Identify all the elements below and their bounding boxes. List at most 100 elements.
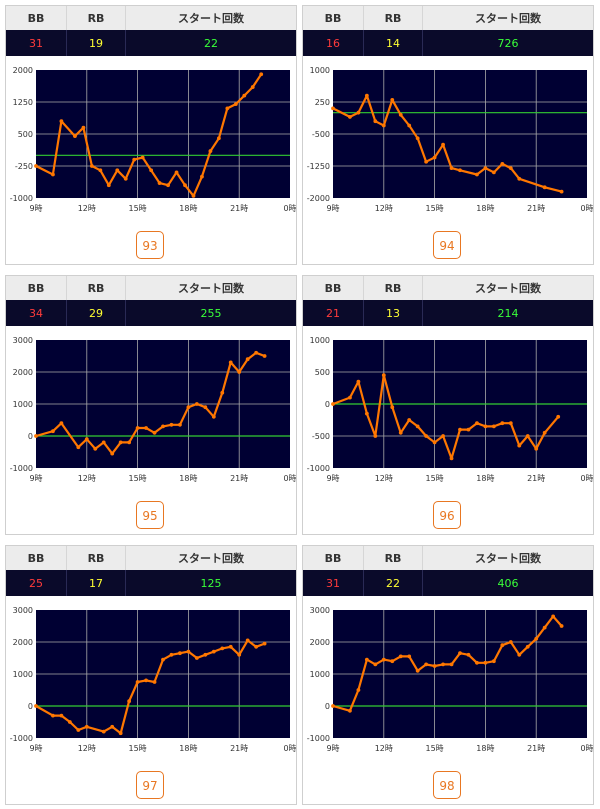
data-point: [157, 181, 162, 185]
data-point: [491, 170, 496, 175]
data-point: [517, 443, 522, 448]
data-point: [118, 440, 123, 445]
data-point: [525, 644, 530, 649]
rb-count: 29: [66, 300, 125, 326]
data-point: [491, 659, 496, 664]
data-point: [551, 614, 556, 619]
data-point: [228, 644, 233, 649]
data-point: [51, 713, 55, 718]
bb-header: BB: [324, 11, 342, 25]
machine-number-link[interactable]: 97: [136, 771, 164, 799]
data-point: [424, 662, 429, 667]
data-point: [373, 119, 378, 124]
x-tick-label: 9時: [29, 474, 42, 482]
payout-chart: 9時 12時 15時 18時 21時 0時 3000 2000 1000 0 -1000: [10, 336, 296, 482]
y-tick-label: -1250: [307, 162, 330, 171]
data-point: [123, 176, 128, 181]
data-point: [59, 119, 64, 124]
data-point: [348, 708, 352, 713]
x-tick-label: 12時: [375, 474, 393, 482]
data-point: [118, 731, 123, 736]
data-point: [424, 434, 429, 438]
start-count: 22: [125, 30, 296, 56]
data-point: [89, 164, 94, 168]
x-tick-label: 0時: [283, 204, 296, 212]
y-tick-label: 2000: [13, 368, 33, 377]
data-point: [441, 434, 445, 438]
machine-card: BB RB スタート回数 21 13 214 9時 12時 15時 18時 21時 0時 1000 500…: [302, 275, 594, 535]
data-point: [51, 429, 55, 434]
bb-header: BB: [324, 281, 342, 295]
data-point: [364, 93, 369, 98]
data-point: [110, 451, 115, 456]
x-tick-label: 0時: [580, 474, 593, 482]
data-point: [348, 115, 352, 119]
data-point: [508, 640, 513, 644]
machine-number-link[interactable]: 95: [136, 501, 164, 529]
x-tick-label: 15時: [426, 474, 444, 482]
data-point: [500, 161, 505, 166]
x-tick-label: 0時: [283, 474, 296, 482]
x-tick-label: 0時: [283, 744, 296, 752]
data-point: [233, 102, 238, 107]
x-tick-label: 15時: [129, 204, 147, 212]
x-tick-label: 18時: [476, 474, 494, 482]
data-point: [250, 85, 255, 89]
x-tick-label: 18時: [476, 744, 494, 752]
data-point: [415, 424, 420, 429]
data-point: [254, 350, 259, 355]
data-point: [449, 662, 454, 667]
data-point: [152, 430, 157, 435]
y-tick-label: 1000: [13, 670, 33, 679]
y-tick-label: -1000: [307, 734, 330, 743]
y-tick-label: 250: [315, 98, 330, 107]
card-values: 34 29 255: [6, 300, 296, 326]
data-point: [135, 426, 140, 430]
machine-card: BB RB スタート回数 25 17 125 9時 12時 15時 18時 21時 0時 3000 200…: [5, 545, 297, 805]
data-point: [59, 713, 64, 718]
data-point: [449, 166, 454, 171]
start-count-header: スタート回数: [422, 6, 593, 30]
bb-count: 21: [326, 306, 340, 320]
data-point: [237, 370, 242, 374]
data-point: [220, 646, 225, 651]
rb-header: RB: [66, 6, 125, 30]
data-point: [381, 123, 386, 128]
data-point: [161, 657, 165, 662]
payout-line: [332, 374, 560, 460]
data-point: [220, 390, 225, 395]
data-point: [101, 729, 106, 734]
payout-chart: 9時 12時 15時 18時 21時 0時 3000 2000 1000 0 -1000: [307, 606, 593, 752]
machine-number-link[interactable]: 93: [136, 231, 164, 259]
data-point: [186, 649, 191, 654]
bb-header: BB: [27, 281, 45, 295]
bb-count: 34: [29, 306, 43, 320]
data-point: [140, 155, 145, 160]
data-point: [178, 422, 182, 427]
data-point: [356, 688, 361, 692]
data-point: [161, 424, 165, 429]
data-point: [127, 440, 132, 445]
y-tick-label: 0: [28, 702, 33, 711]
x-tick-label: 15時: [426, 204, 444, 212]
start-count: 726: [422, 30, 593, 56]
data-point: [432, 664, 437, 668]
bb-count: 31: [29, 36, 43, 50]
machine-number-link[interactable]: 98: [433, 771, 461, 799]
y-tick-label: 3000: [13, 336, 33, 345]
machine-number-link[interactable]: 94: [433, 231, 461, 259]
y-tick-label: 1000: [310, 336, 330, 345]
data-point: [194, 402, 199, 406]
machine-number-link[interactable]: 96: [433, 501, 461, 529]
data-point: [483, 166, 488, 171]
data-point: [259, 72, 264, 77]
data-point: [534, 446, 539, 451]
data-point: [245, 357, 250, 362]
data-point: [203, 652, 208, 657]
data-point: [34, 434, 38, 438]
x-tick-label: 18時: [179, 474, 197, 482]
data-point: [228, 360, 233, 365]
rb-count: 13: [363, 300, 422, 326]
data-point: [542, 185, 547, 190]
